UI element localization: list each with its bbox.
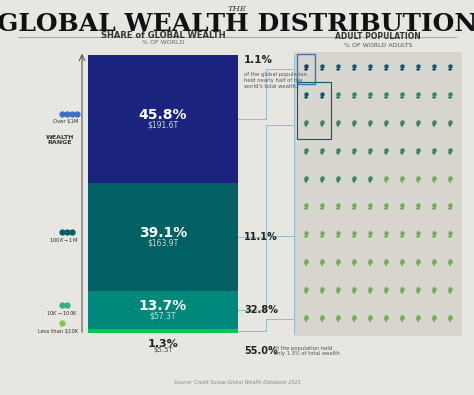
Text: GLOBAL WEALTH DISTRIBUTION: GLOBAL WEALTH DISTRIBUTION: [0, 12, 474, 36]
Text: ADULT POPULATION: ADULT POPULATION: [335, 32, 421, 41]
Text: of the population held
only 1.3% of total wealth.: of the population held only 1.3% of tota…: [274, 346, 341, 356]
Bar: [297, 82, 331, 139]
Text: $10K-$100K: $10K-$100K: [46, 309, 78, 317]
Text: 13.7%: 13.7%: [139, 299, 187, 313]
Bar: [294, 52, 462, 336]
Text: 1.3%: 1.3%: [147, 339, 178, 349]
Text: $100K-$1M: $100K-$1M: [49, 236, 78, 244]
Text: 55.0%: 55.0%: [244, 346, 278, 356]
Bar: [88, 55, 238, 182]
Text: Over $1M: Over $1M: [53, 119, 78, 124]
Text: 45.8%: 45.8%: [139, 108, 187, 122]
Text: 1.1%: 1.1%: [244, 55, 273, 65]
Text: 39.1%: 39.1%: [139, 226, 187, 240]
Bar: [88, 182, 238, 291]
Text: $191.6T: $191.6T: [147, 120, 179, 130]
Text: Source: Credit Suisse Global Wealth Databook 2021: Source: Credit Suisse Global Wealth Data…: [173, 380, 301, 385]
Text: % OF WORLD: % OF WORLD: [142, 40, 184, 45]
Text: 11.1%: 11.1%: [244, 232, 278, 242]
Bar: [88, 329, 238, 333]
Text: WEALTH
RANGE: WEALTH RANGE: [46, 135, 74, 145]
Bar: [297, 54, 315, 84]
Bar: [88, 291, 238, 329]
Text: $163.9T: $163.9T: [147, 239, 179, 247]
Text: Less than $10K: Less than $10K: [38, 329, 78, 333]
Text: of the global population
held nearly half of the
world's total wealth.: of the global population held nearly hal…: [244, 72, 307, 89]
Text: % OF WORLD ADULTS: % OF WORLD ADULTS: [344, 43, 412, 48]
Text: 32.8%: 32.8%: [244, 305, 278, 315]
Text: $5.5T: $5.5T: [153, 347, 173, 353]
Text: THE: THE: [228, 5, 246, 13]
Text: $57.3T: $57.3T: [150, 312, 176, 321]
Text: SHARE of GLOBAL WEALTH: SHARE of GLOBAL WEALTH: [100, 31, 225, 40]
